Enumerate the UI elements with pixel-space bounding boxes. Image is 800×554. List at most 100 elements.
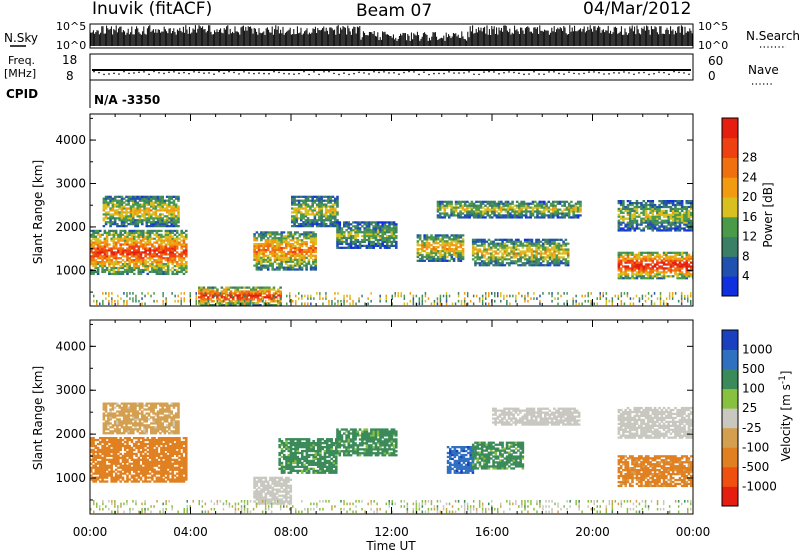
power-cell (238, 302, 242, 305)
power-cell (171, 272, 174, 276)
power-cell (90, 245, 93, 248)
power-cell (229, 302, 233, 305)
power-cell (338, 229, 342, 232)
power-cell (349, 223, 353, 226)
power-cell (202, 290, 206, 293)
power-cell (170, 201, 173, 204)
power-cell (656, 269, 659, 272)
power-cell (228, 292, 231, 295)
power-cell (160, 255, 163, 258)
power-cell (135, 265, 138, 268)
nave-dot (428, 73, 430, 76)
power-cell (130, 229, 134, 233)
power-cell (282, 252, 286, 256)
power-cell (260, 256, 263, 259)
power-cell (531, 212, 535, 215)
power-cell (156, 217, 160, 220)
power-cell (92, 255, 95, 258)
power-cell (349, 233, 353, 236)
power-cell (635, 267, 639, 270)
power-cell (463, 214, 467, 217)
power-cell (118, 205, 121, 208)
power-cell (309, 225, 312, 228)
power-cell (638, 213, 641, 216)
power-cell (547, 210, 551, 213)
power-cell (425, 244, 429, 247)
power-cell (153, 241, 156, 244)
power-cell (105, 257, 109, 260)
power-cell (504, 208, 508, 211)
power-cell (182, 265, 186, 268)
power-cell (421, 255, 424, 259)
power-cell (421, 297, 424, 300)
power-cell (110, 237, 113, 240)
power-cell (300, 205, 303, 208)
power-cell (123, 231, 127, 234)
power-cell (174, 215, 178, 218)
power-cell (262, 260, 265, 263)
power-cell (665, 271, 668, 274)
power-cell (633, 255, 637, 258)
power-cell (478, 297, 481, 300)
power-cell (204, 298, 208, 301)
noise-tick-high-left: 10^5 (56, 20, 86, 33)
power-cell (530, 248, 534, 251)
power-cell (257, 243, 261, 246)
power-cell (264, 239, 268, 242)
power-cell (526, 254, 529, 257)
power-cell (110, 266, 113, 270)
power-cell (121, 265, 125, 268)
power-cell (128, 266, 131, 270)
power-cell (480, 238, 484, 241)
power-cell (298, 262, 302, 265)
power-cell (660, 200, 664, 203)
power-cell (392, 225, 396, 228)
power-cell (271, 268, 274, 271)
power-cell (491, 212, 494, 215)
power-cell (365, 227, 369, 230)
power-cell (101, 259, 104, 262)
power-cell (257, 250, 261, 254)
power-cell (656, 209, 659, 213)
power-cell (229, 292, 233, 295)
power-cell (457, 246, 460, 249)
power-cell (123, 270, 127, 274)
power-cell (374, 223, 378, 226)
nave-dot (333, 72, 335, 75)
power-cell (173, 261, 177, 264)
power-cell (633, 207, 637, 211)
power-cell (345, 236, 348, 240)
date-title: 04/Mar/2012 (583, 0, 691, 19)
power-cell (306, 205, 310, 208)
power-cell (658, 253, 661, 256)
power-cell (524, 206, 528, 209)
power-cell (300, 254, 304, 257)
power-cell (461, 255, 465, 259)
power-cell (563, 200, 566, 203)
power-cell (101, 261, 104, 264)
power-cell (155, 268, 159, 272)
power-cell (156, 203, 160, 206)
power-cell (519, 256, 522, 259)
power-cell (441, 204, 444, 207)
power-cell (430, 234, 433, 237)
power-cell (619, 227, 623, 230)
power-cell (169, 255, 172, 258)
power-cell (264, 260, 268, 263)
nave-dot (153, 70, 155, 73)
power-cell (253, 258, 256, 261)
power-cell (229, 304, 233, 306)
power-cell (523, 238, 527, 241)
power-cell (255, 264, 259, 267)
power-cell (683, 219, 686, 222)
power-cell (136, 211, 140, 214)
power-cell (92, 231, 95, 234)
power-cell (137, 257, 141, 260)
power-cell (651, 253, 655, 256)
power-cell (157, 245, 161, 248)
power-cell (513, 212, 517, 215)
power-cell (376, 227, 380, 230)
power-cell (302, 221, 305, 224)
power-cell (441, 253, 445, 257)
power-cell (137, 272, 141, 276)
